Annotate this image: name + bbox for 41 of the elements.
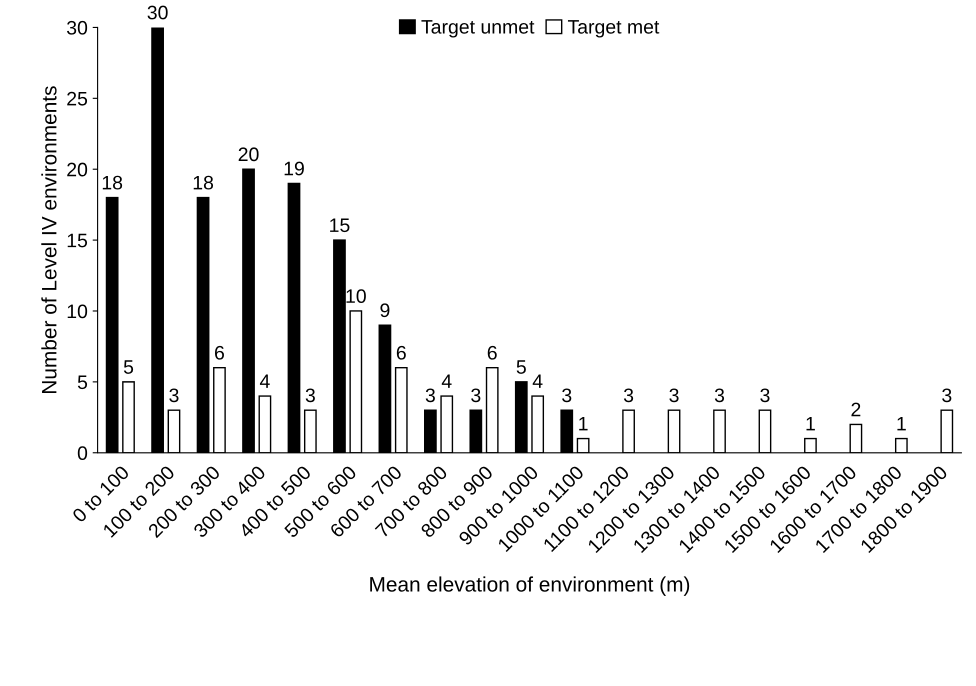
data-label: 9 [380,303,390,318]
data-label: 3 [169,388,179,402]
y-tick-label: 0 [78,446,88,460]
data-label: 5 [124,360,134,374]
data-label: 1 [897,417,906,430]
data-label: 10 [346,289,366,303]
data-label: 18 [102,176,122,190]
data-label: 4 [260,374,270,388]
data-label: 6 [488,346,497,360]
data-label: 6 [396,346,406,360]
data-label: 3 [471,388,480,402]
data-label: 5 [516,360,526,374]
data-label: 15 [330,218,350,232]
data-label: 4 [442,374,452,388]
legend-label: Target met [568,20,660,38]
data-label: 20 [238,147,259,162]
data-label: 3 [669,388,679,402]
y-axis-title: Number of Level IV environments [41,86,57,393]
data-label: 3 [562,388,572,402]
data-label: 3 [426,388,435,402]
data-label: 2 [851,402,860,416]
data-label: 6 [215,346,224,360]
data-label: 1 [579,417,588,430]
y-tick-label: 20 [67,162,88,176]
y-tick-label: 10 [68,304,88,318]
data-label: 3 [760,388,770,402]
data-label: 3 [306,388,315,402]
y-tick-label: 30 [66,20,88,35]
x-axis-title: Mean elevation of environment (m) [370,576,690,596]
data-label: 3 [624,388,634,402]
y-tick-label: 15 [68,234,88,248]
y-tick-label: 25 [67,92,88,106]
data-label: 18 [194,176,214,190]
legend-label: Target unmet [421,20,534,38]
data-label: 3 [714,388,724,402]
data-label: 4 [532,374,542,388]
data-label: 30 [148,6,168,20]
data-label: 1 [806,417,815,430]
data-label: 19 [284,162,304,176]
data-label: 3 [942,388,952,402]
y-tick-label: 5 [78,376,88,390]
